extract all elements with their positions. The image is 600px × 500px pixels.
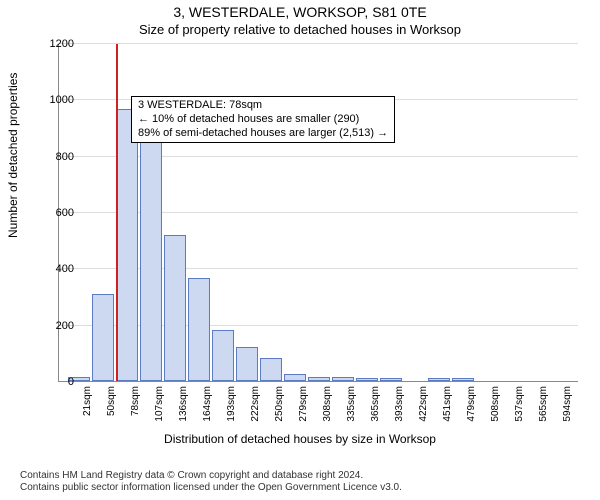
x-tick-label: 537sqm [514,386,525,446]
chart-container: { "title": "3, WESTERDALE, WORKSOP, S81 … [0,0,600,500]
bar [284,374,306,381]
y-tick-label: 0 [34,376,74,388]
y-tick-label: 600 [34,207,74,219]
bar [356,378,378,381]
bar [188,278,210,381]
x-tick-label: 308sqm [322,386,333,446]
x-tick-label: 422sqm [418,386,429,446]
x-tick-label: 335sqm [346,386,357,446]
bar [140,136,162,381]
bar [164,235,186,381]
footer-line-1: Contains HM Land Registry data © Crown c… [20,470,402,482]
bar [116,109,138,381]
x-tick-label: 594sqm [562,386,573,446]
legend-box: 3 WESTERDALE: 78sqm ← 10% of detached ho… [131,96,395,143]
bar [212,330,234,381]
x-tick-label: 193sqm [226,386,237,446]
x-tick-label: 479sqm [466,386,477,446]
y-tick-label: 1200 [34,38,74,50]
x-tick-label: 393sqm [394,386,405,446]
x-tick-label: 451sqm [442,386,453,446]
x-tick-label: 136sqm [178,386,189,446]
x-tick-label: 250sqm [274,386,285,446]
footer-line-2: Contains public sector information licen… [20,482,402,494]
y-tick-label: 200 [34,320,74,332]
x-tick-label: 365sqm [370,386,381,446]
legend-line-1: 3 WESTERDALE: 78sqm [138,99,388,113]
x-tick-label: 565sqm [538,386,549,446]
legend-line-2: ← 10% of detached houses are smaller (29… [138,113,388,127]
bar [92,294,114,381]
chart-footer: Contains HM Land Registry data © Crown c… [20,470,402,494]
bar [452,378,474,381]
bar [236,347,258,381]
bar [428,378,450,381]
x-tick-label: 508sqm [490,386,501,446]
bar [308,377,330,381]
grid-line [59,43,578,44]
x-tick-label: 164sqm [202,386,213,446]
y-axis-label: Number of detached properties [6,73,20,238]
x-tick-label: 222sqm [250,386,261,446]
bar [260,358,282,381]
x-tick-label: 50sqm [106,386,117,446]
x-tick-label: 21sqm [82,386,93,446]
x-tick-label: 107sqm [154,386,165,446]
plot-area: 3 WESTERDALE: 78sqm ← 10% of detached ho… [58,44,578,382]
bar [332,377,354,381]
x-tick-label: 279sqm [298,386,309,446]
y-tick-label: 1000 [34,94,74,106]
chart-title: 3, WESTERDALE, WORKSOP, S81 0TE [0,4,600,20]
y-tick-label: 400 [34,263,74,275]
legend-line-3: 89% of semi-detached houses are larger (… [138,127,388,141]
highlight-line [116,44,118,381]
y-tick-label: 800 [34,151,74,163]
x-tick-label: 78sqm [130,386,141,446]
bar [380,378,402,381]
chart-subtitle: Size of property relative to detached ho… [0,22,600,37]
